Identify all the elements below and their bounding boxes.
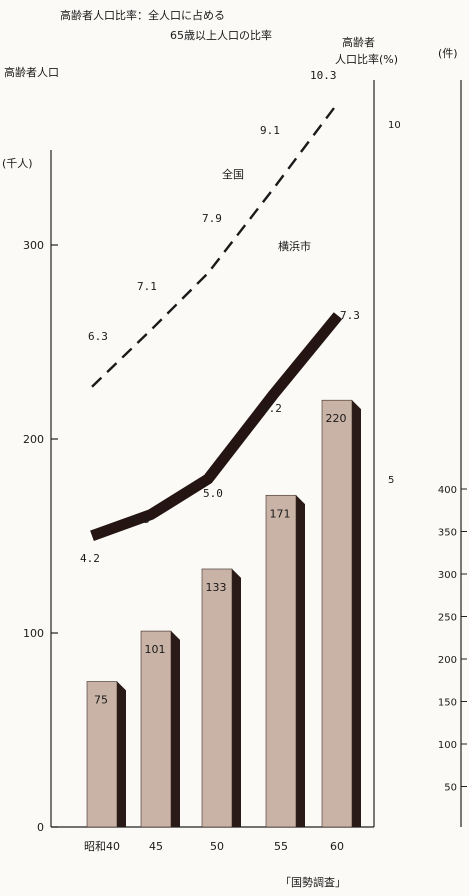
x-tick-label: 60 (330, 840, 344, 853)
ratio-axis-label-2: 人口比率(%) (335, 52, 398, 66)
chart-subtitle: 65歳以上人口の比率 (170, 28, 272, 42)
bar (265, 494, 297, 828)
count-axis-tick-label: 50 (444, 783, 457, 794)
bar (140, 630, 172, 828)
count-axis-tick-label: 200 (438, 655, 457, 666)
chart-title: 高齢者人口比率：全人口に占める (60, 8, 225, 22)
bar-value-label: 75 (94, 694, 108, 707)
x-tick-label: 45 (149, 840, 163, 853)
bar-side (296, 495, 305, 827)
national-value-label: 10.3 (310, 69, 337, 82)
count-axis-tick-label: 100 (438, 740, 457, 751)
text-group: 高齢者人口比率：全人口に占める 65歳以上人口の比率 高齢者人口 (千人) 高齢… (2, 8, 458, 889)
x-tick-label: 昭和40 (84, 840, 120, 853)
count-axis-tick-label: 400 (438, 485, 457, 496)
ratio-axis-label-1: 高齢者 (342, 35, 375, 49)
series-line-national (91, 101, 339, 388)
bar-side (232, 568, 241, 827)
yokohama-value-label: 5.0 (203, 487, 223, 500)
bar-value-label: 171 (270, 507, 291, 520)
count-axis-unit: (件) (438, 47, 458, 60)
bar (321, 399, 353, 828)
yokohama-value-label: 4.2 (80, 552, 100, 565)
bar-side (352, 400, 361, 827)
bar-value-label: 101 (145, 643, 166, 656)
source-note: 「国勢調査」 (280, 875, 346, 889)
x-tick-label: 55 (274, 840, 288, 853)
count-axis-tick-label: 250 (438, 613, 457, 624)
lines-group (90, 101, 343, 541)
count-axis-tick-label: 300 (438, 570, 457, 581)
count-axis-tick-label: 150 (438, 698, 457, 709)
count-axis-tick-label: 350 (438, 528, 457, 539)
series-label-national: 全国 (222, 167, 244, 181)
left-axis-tick-label: 200 (23, 433, 44, 446)
bar-value-label: 220 (326, 412, 347, 425)
x-tick-label: 50 (210, 840, 224, 853)
yokohama-value-label: 7.3 (340, 309, 360, 322)
ratio-axis-tick-label: 10 (388, 120, 401, 131)
left-axis-unit: (千人) (2, 157, 33, 170)
national-value-label: 7.1 (137, 280, 157, 293)
bar (86, 681, 118, 828)
series-label-yokohama: 横浜市 (278, 239, 311, 253)
national-value-label: 7.9 (202, 212, 222, 225)
bar-value-label: 133 (206, 581, 227, 594)
bars-group (86, 399, 361, 828)
left-axis-tick-label: 300 (23, 239, 44, 252)
bar-side (117, 681, 126, 827)
left-axis-tick-label: 100 (23, 627, 44, 640)
series-line-yokohama (90, 312, 343, 541)
yokohama-value-label: 4.5 (130, 513, 150, 526)
national-value-label: 9.1 (260, 124, 280, 137)
left-axis-label: 高齢者人口 (4, 65, 59, 79)
left-axis-tick-label: 0 (37, 821, 44, 834)
national-value-label: 6.3 (88, 330, 108, 343)
ratio-axis-tick-label: 5 (388, 475, 394, 486)
bar (201, 568, 233, 828)
yokohama-value-label: 6.2 (262, 402, 282, 415)
bar-side (171, 631, 180, 827)
